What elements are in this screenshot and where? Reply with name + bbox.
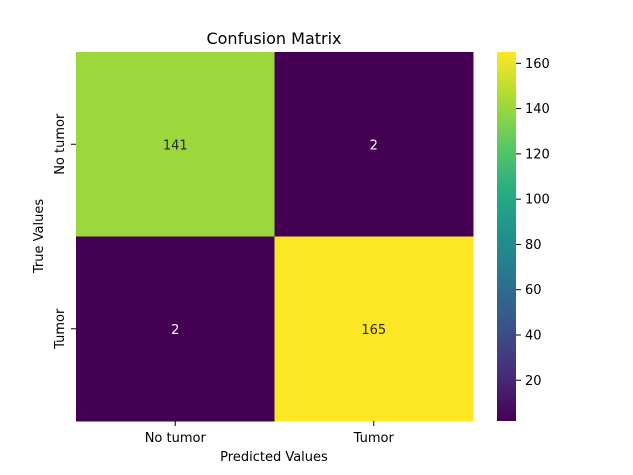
- colorbar-tick-label: 120: [525, 147, 550, 162]
- heatmap-cell: [76, 52, 275, 237]
- cell-value-label: 141: [163, 138, 188, 153]
- x-tick-label: No tumor: [145, 431, 207, 446]
- heatmap-cells: 141 2 2 165: [76, 52, 474, 422]
- y-axis: No tumor Tumor: [53, 113, 76, 350]
- colorbar-tick-label: 20: [525, 374, 542, 389]
- colorbar-tick-label: 100: [525, 193, 550, 208]
- x-axis-label: Predicted Values: [220, 450, 328, 465]
- colorbar: 20 40 60 80 100 120 140 160: [497, 52, 550, 421]
- cell-value-label: 2: [370, 138, 378, 153]
- x-tick-label: Tumor: [353, 431, 395, 446]
- colorbar-tick-label: 160: [525, 57, 550, 72]
- chart-title: Confusion Matrix: [206, 29, 341, 48]
- heatmap-cell: [274, 52, 474, 237]
- colorbar-gradient: [497, 52, 516, 421]
- colorbar-tick-label: 40: [525, 328, 542, 343]
- cell-value-label: 2: [171, 323, 179, 338]
- heatmap-cell: [274, 236, 474, 422]
- y-tick-label: Tumor: [53, 308, 68, 350]
- y-tick-label: No tumor: [53, 113, 68, 175]
- y-axis-label: True Values: [32, 199, 47, 274]
- colorbar-tick-label: 80: [525, 238, 542, 253]
- colorbar-tick-label: 140: [525, 102, 550, 117]
- colorbar-tick-label: 60: [525, 283, 542, 298]
- heatmap-cell: [76, 236, 275, 422]
- x-axis: No tumor Tumor: [145, 421, 395, 446]
- cell-value-label: 165: [361, 323, 386, 338]
